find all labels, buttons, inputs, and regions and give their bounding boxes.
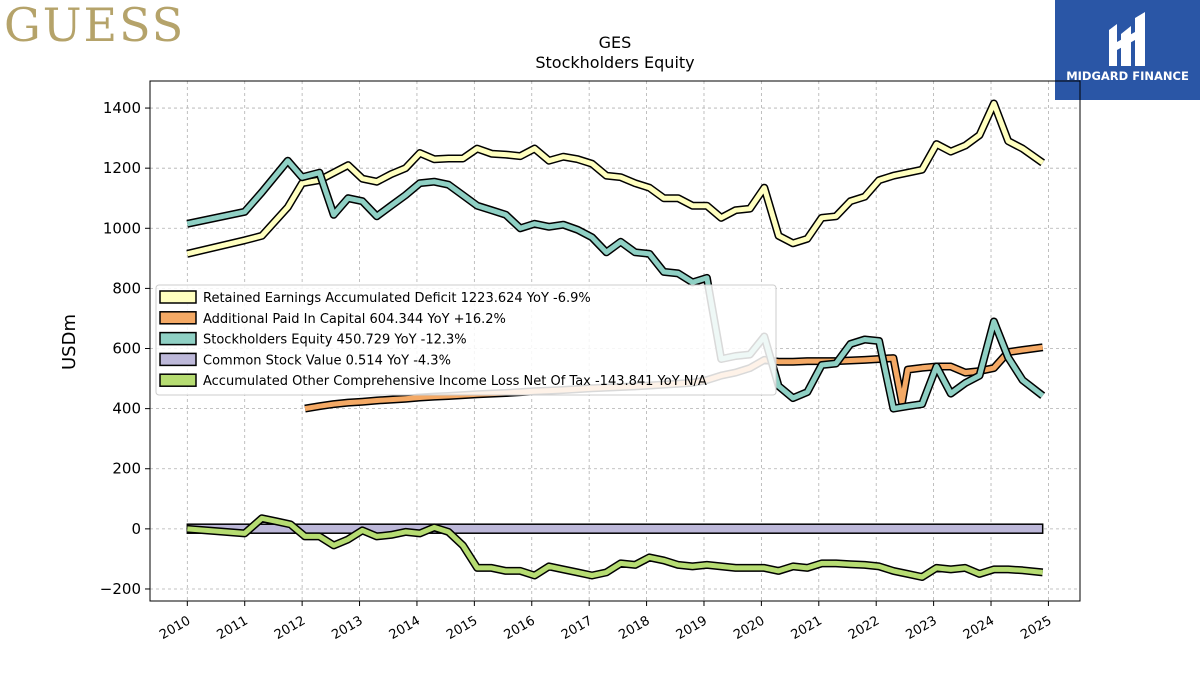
legend-swatch-retained — [159, 290, 197, 304]
series-line-aoci — [187, 515, 1043, 580]
y-tick-label: 1400 — [103, 99, 141, 117]
y-tick-label: 1200 — [103, 159, 141, 177]
x-tick-label: 2022 — [846, 613, 882, 643]
x-tick-label: 2020 — [731, 613, 767, 643]
chart-subtitle: Stockholders Equity — [535, 53, 694, 72]
x-tick-label: 2021 — [789, 613, 825, 643]
legend-entry-common: Common Stock Value 0.514 YoY -4.3% — [203, 353, 451, 368]
x-tick-label: 2010 — [157, 613, 193, 643]
legend-entry-equity: Stockholders Equity 450.729 YoY -12.3% — [203, 333, 467, 348]
x-tick-label: 2025 — [1018, 613, 1054, 643]
x-tick-label: 2011 — [215, 613, 251, 643]
x-tick-label: 2016 — [502, 613, 538, 643]
series-line-retained — [186, 101, 1045, 257]
chart-title: GES — [599, 33, 632, 52]
x-tick-label: 2018 — [616, 613, 652, 643]
legend-swatch-equity — [159, 331, 197, 346]
series-common-stock-band — [186, 523, 1044, 534]
legend-box — [155, 284, 777, 396]
x-tick-label: 2023 — [903, 613, 939, 643]
y-tick-label: 400 — [112, 400, 141, 418]
x-tick-label: 2017 — [559, 613, 595, 643]
x-tick-label: 2013 — [329, 613, 365, 643]
legend-entry-retained: Retained Earnings Accumulated Deficit 12… — [203, 291, 591, 306]
brand-logo: GUESS — [4, 0, 186, 52]
y-tick-label: 0 — [131, 520, 141, 538]
legend-entry-apic: Additional Paid In Capital 604.344 YoY +… — [203, 312, 506, 327]
series-line-equity — [186, 158, 1045, 412]
publisher-logo-icon — [1109, 12, 1145, 66]
legend-swatch-aoci — [159, 373, 197, 387]
y-tick-label: 200 — [112, 460, 141, 478]
publisher-name: MIDGARD FINANCE — [1066, 69, 1189, 83]
legend-swatch-apic — [159, 311, 197, 325]
x-tick-label: 2019 — [674, 613, 710, 643]
y-tick-label: 800 — [112, 279, 141, 297]
x-tick-label: 2015 — [444, 613, 480, 643]
publisher-badge: MIDGARD FINANCE — [1055, 0, 1200, 100]
y-tick-label: 600 — [112, 340, 141, 358]
plot-frame — [149, 80, 1081, 602]
y-tick-label: 1000 — [103, 219, 141, 237]
y-axis-label: USDm — [59, 314, 80, 370]
x-tick-label: 2024 — [961, 613, 997, 643]
legend-entry-aoci: Accumulated Other Comprehensive Income L… — [203, 374, 707, 389]
legend: Retained Earnings Accumulated Deficit 12… — [155, 284, 777, 396]
legend-swatch-common — [159, 352, 197, 367]
x-tick-label: 2012 — [272, 613, 308, 643]
y-tick-label: −200 — [100, 580, 141, 598]
x-tick-label: 2014 — [387, 613, 423, 643]
